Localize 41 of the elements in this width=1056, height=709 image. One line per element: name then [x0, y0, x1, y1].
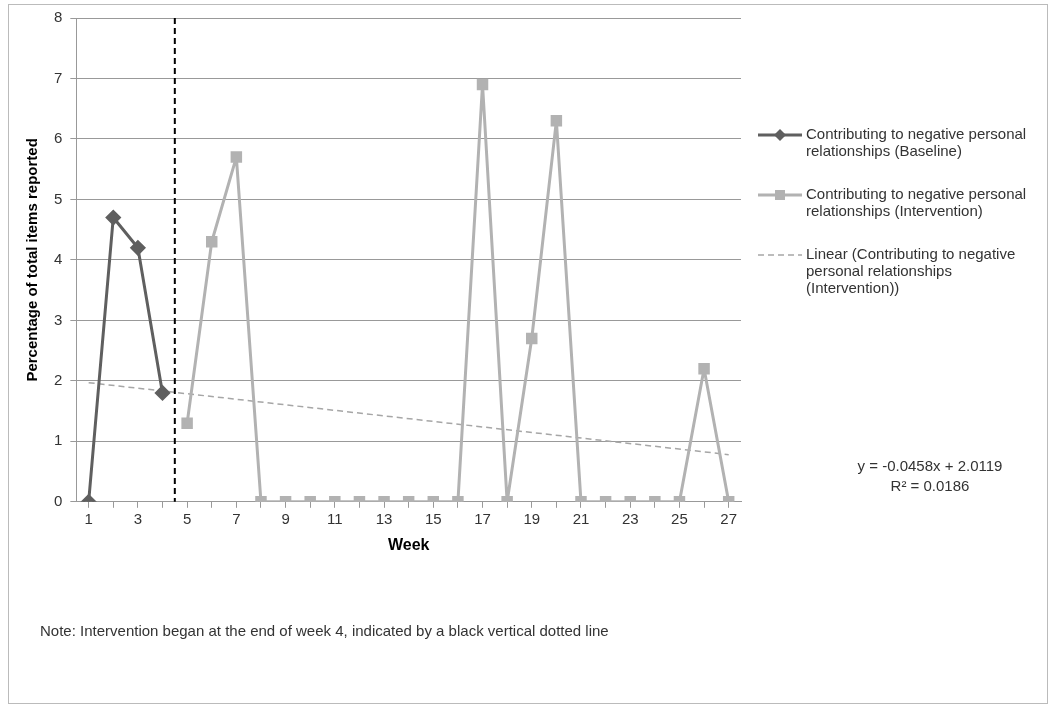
y-tick-label: 4 — [54, 250, 63, 268]
y-tick-label: 6 — [54, 129, 63, 147]
point — [230, 151, 243, 163]
point — [526, 332, 538, 345]
y-tick-label: 5 — [54, 189, 63, 207]
x-tick-label: 5 — [182, 509, 192, 527]
point — [476, 78, 489, 91]
point — [105, 210, 121, 226]
x-tick-label: 15 — [424, 509, 442, 527]
x-tick-label: 7 — [232, 509, 241, 527]
legend-label: Contributing to negative personal relationships (Baseline) — [806, 125, 1028, 159]
point — [130, 240, 146, 256]
legend-label: Linear (Contributing to negative personal relationships (Intervention)) — [806, 245, 1017, 296]
x-tick-label: 1 — [84, 509, 93, 527]
x-tick-label: 27 — [720, 509, 738, 527]
x-tick-label: 17 — [474, 509, 491, 527]
x-tick-label: 9 — [281, 509, 290, 527]
point — [550, 115, 563, 127]
point — [181, 417, 193, 429]
legend-label: Contributing to negative personal relationships (Intervention) — [806, 185, 1028, 219]
y-tick-label: 1 — [54, 431, 63, 449]
point — [698, 363, 710, 375]
y-tick-label: 0 — [54, 491, 63, 509]
text: y = -0.0458x + 2.0119 — [856, 456, 1004, 476]
x-tick-label: 21 — [572, 509, 590, 527]
x-tick-label: 13 — [375, 509, 393, 527]
x-tick-label: 23 — [621, 509, 639, 527]
y-tick-label: 2 — [54, 370, 63, 388]
x-tick-label: 19 — [523, 509, 541, 527]
y-tick-label: 7 — [54, 68, 63, 86]
point — [205, 236, 218, 248]
y-axis-title: Percentage of total items reported — [23, 138, 41, 382]
point — [155, 385, 170, 401]
x-tick-label: 3 — [133, 509, 143, 527]
y-tick-label: 8 — [54, 8, 63, 26]
y-tick-label: 3 — [54, 310, 63, 328]
text: R² = 0.0186 — [889, 476, 971, 496]
x-tick-label: 11 — [327, 509, 343, 527]
x-tick-label: 25 — [671, 509, 688, 527]
text: Note: Intervention began at the end of week 4, indicated by a black vertical dotted line — [40, 622, 609, 639]
x-axis-title: Week — [387, 535, 430, 553]
